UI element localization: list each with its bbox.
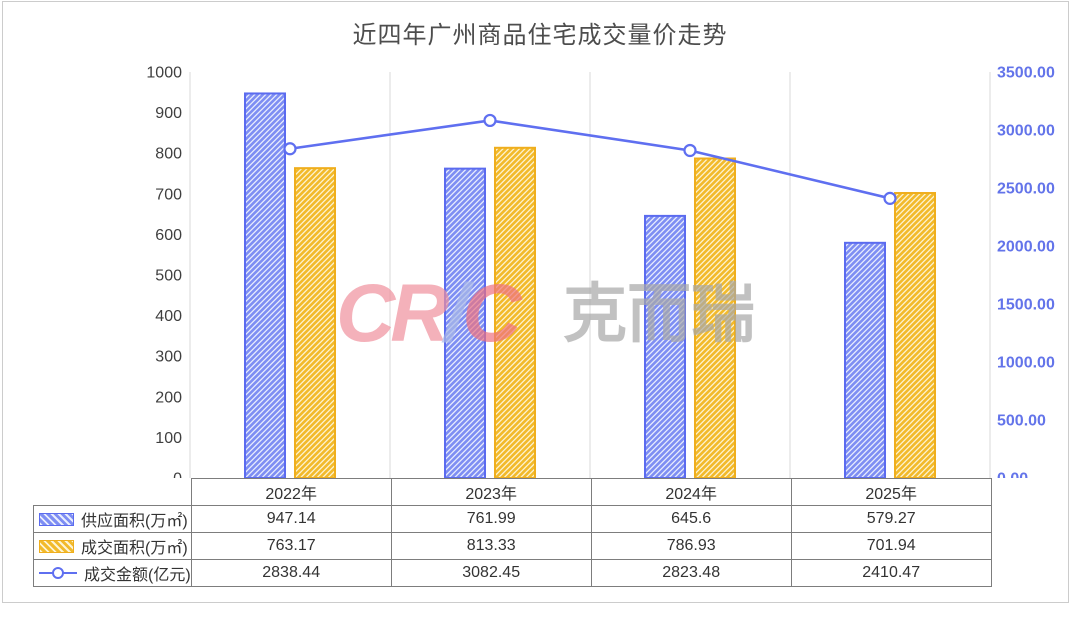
left-axis-tick-label: 700	[155, 186, 182, 203]
year-header: 2024年	[590, 478, 792, 506]
table-cell: 2838.44	[190, 559, 392, 587]
line-marker	[283, 142, 297, 156]
right-axis-tick-label: 3000.00	[997, 123, 1055, 140]
table-cell: 813.33	[390, 532, 592, 560]
line-marker	[883, 191, 897, 205]
left-axis-tick-label: 500	[155, 268, 182, 285]
transaction-area-swatch-icon	[39, 539, 74, 553]
right-axis-tick-label: 1000.00	[997, 355, 1055, 372]
right-axis-tick-label: 2500.00	[997, 181, 1055, 198]
table-cell: 701.94	[790, 532, 992, 560]
table-cell: 947.14	[190, 505, 392, 533]
table-cell: 579.27	[790, 505, 992, 533]
line-marker-swatch-icon	[39, 566, 77, 580]
left-axis-tick-label: 100	[155, 430, 182, 447]
left-axis-tick-label: 1000	[146, 65, 182, 82]
legend-cell-supply: 供应面积(万㎡)	[33, 505, 192, 533]
legend-label-supply: 供应面积(万㎡)	[81, 513, 188, 530]
left-axis-tick-label: 900	[155, 105, 182, 122]
year-header: 2023年	[390, 478, 592, 506]
bar	[294, 167, 336, 478]
right-axis-tick-label: 1500.00	[997, 297, 1055, 314]
year-header: 2022年	[190, 478, 392, 506]
legend-cell-transaction-area: 成交面积(万㎡)	[33, 532, 192, 560]
line-marker	[683, 143, 697, 158]
right-axis-tick-label: 500.00	[997, 413, 1046, 430]
bar	[244, 92, 286, 478]
table-cell: 763.17	[190, 532, 392, 560]
left-axis-tick-label: 200	[155, 389, 182, 406]
right-axis-tick-label: 3500.00	[997, 65, 1055, 82]
bar	[494, 146, 536, 478]
bar	[894, 192, 936, 478]
data-table: 2022年 2023年 2024年 2025年 供应面积(万㎡) 947.14 …	[33, 478, 992, 587]
table-corner-blank	[34, 479, 192, 506]
left-axis-tick-label: 400	[155, 308, 182, 325]
left-axis-tick-label: 0	[173, 471, 182, 479]
line-series	[289, 119, 891, 200]
watermark-cjk: 克而瑞	[563, 278, 755, 350]
chart-canvas: 0 100 200 300 400 500 600 700 800 900 1000 0.00 500.…	[146, 65, 1055, 479]
legend-cell-transaction-amount: 成交金额(亿元)	[33, 559, 192, 587]
table-cell: 2410.47	[790, 559, 992, 587]
table-row-transaction-amount: 成交金额(亿元) 2838.44 3082.45 2823.48 2410.47	[33, 559, 992, 587]
line-swatch-dot	[52, 567, 64, 579]
supply-area-swatch-icon	[39, 512, 74, 526]
left-axis-tick-label: 300	[155, 349, 182, 366]
line-marker	[483, 113, 497, 128]
year-header: 2025年	[790, 478, 992, 506]
table-cell: 645.6	[590, 505, 792, 533]
table-cell: 2823.48	[590, 559, 792, 587]
right-axis-tick-label: 2000.00	[997, 239, 1055, 256]
watermark-latin: CR/C	[336, 268, 523, 359]
table-row-transaction-area: 成交面积(万㎡) 763.17 813.33 786.93 701.94	[33, 532, 992, 560]
legend-label-transaction-amount: 成交金额(亿元)	[84, 567, 191, 584]
table-row-supply-area: 供应面积(万㎡) 947.14 761.99 645.6 579.27	[33, 505, 992, 533]
bar	[844, 241, 886, 478]
table-cell: 786.93	[590, 532, 792, 560]
table-header-row: 2022年 2023年 2024年 2025年	[34, 478, 992, 506]
chart-title: 近四年广州商品住宅成交量价走势	[352, 22, 728, 49]
left-axis-tick-label: 600	[155, 227, 182, 244]
left-axis-tick-label: 800	[155, 146, 182, 163]
right-axis-tick-label: 0.00	[997, 471, 1028, 479]
table-cell: 3082.45	[390, 559, 592, 587]
table-cell: 761.99	[390, 505, 592, 533]
bar	[694, 157, 736, 478]
bar	[444, 167, 486, 478]
legend-label-transaction-area: 成交面积(万㎡)	[81, 540, 188, 557]
cric-watermark: CR/C 克而瑞	[336, 268, 755, 359]
